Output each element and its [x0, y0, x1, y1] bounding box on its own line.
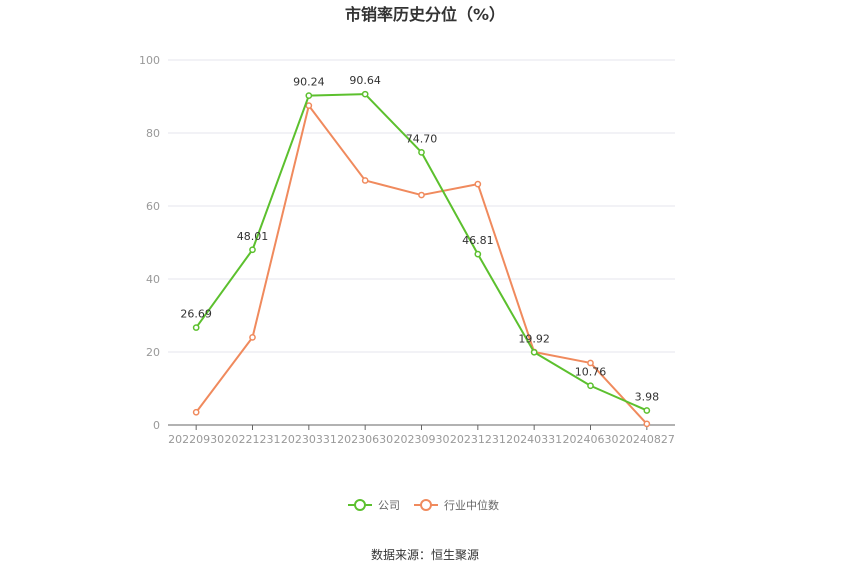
- data-point: [474, 180, 482, 188]
- data-label: 74.70: [406, 132, 438, 145]
- data-point: [418, 191, 425, 199]
- data-point: [587, 382, 594, 390]
- data-point: [643, 420, 651, 428]
- label-layer: 26.69 48.01 90.24 90.64 74.70 46.81 19.92 10.76…: [180, 74, 659, 403]
- x-tick-label: 20240630: [563, 433, 619, 446]
- data-point: [192, 324, 200, 331]
- y-tick-label: 20: [146, 346, 160, 359]
- data-label: 46.81: [462, 234, 494, 247]
- legend-label: 公司: [378, 499, 400, 512]
- data-point: [418, 148, 425, 156]
- data-point: [361, 177, 369, 184]
- data-point: [587, 359, 594, 367]
- legend-label: 行业中位数: [444, 498, 499, 512]
- y-tick-label: 40: [146, 273, 160, 286]
- data-point: [361, 90, 369, 98]
- x-tick-label: 20220930: [168, 433, 224, 446]
- legend-item-0[interactable]: 公司: [348, 499, 400, 512]
- source-text: 数据来源：恒生聚源: [371, 547, 479, 562]
- x-tick-label: 20231231: [450, 433, 506, 446]
- data-point: [192, 408, 200, 416]
- data-point: [530, 348, 538, 356]
- data-label: 19.92: [518, 332, 550, 345]
- data-point: [305, 102, 313, 109]
- data-label: 90.64: [349, 74, 381, 87]
- legend-marker: [354, 499, 366, 511]
- legend: 公司 行业中位数: [348, 498, 499, 512]
- data-point: [474, 250, 482, 258]
- legend-marker: [420, 499, 432, 511]
- x-tick-label: 20221231: [225, 433, 281, 446]
- data-label: 10.76: [575, 366, 607, 379]
- x-tick-label: 20230630: [337, 433, 393, 446]
- x-tick-label: 20240827: [619, 433, 675, 446]
- grid-layer: [168, 59, 675, 353]
- y-tick-label: 60: [146, 200, 160, 213]
- x-tick-label: 20230331: [281, 433, 337, 446]
- chart-title: 市销率历史分位（%）: [345, 5, 505, 24]
- y-tick-label: 100: [139, 54, 160, 67]
- series-layer: [192, 90, 651, 428]
- y-tick-label: 0: [153, 419, 160, 432]
- data-point: [305, 92, 313, 99]
- data-label: 26.69: [180, 308, 212, 321]
- data-label: 48.01: [237, 230, 269, 243]
- x-tick-label: 20240331: [506, 433, 562, 446]
- data-point: [249, 334, 256, 341]
- legend-item-1[interactable]: 行业中位数: [414, 498, 499, 512]
- y-tick-label: 80: [146, 127, 160, 140]
- data-label: 90.24: [293, 76, 325, 89]
- data-label: 3.98: [635, 390, 660, 403]
- data-point: [643, 407, 651, 414]
- data-point: [249, 246, 256, 254]
- x-tick-label: 20230930: [394, 433, 450, 446]
